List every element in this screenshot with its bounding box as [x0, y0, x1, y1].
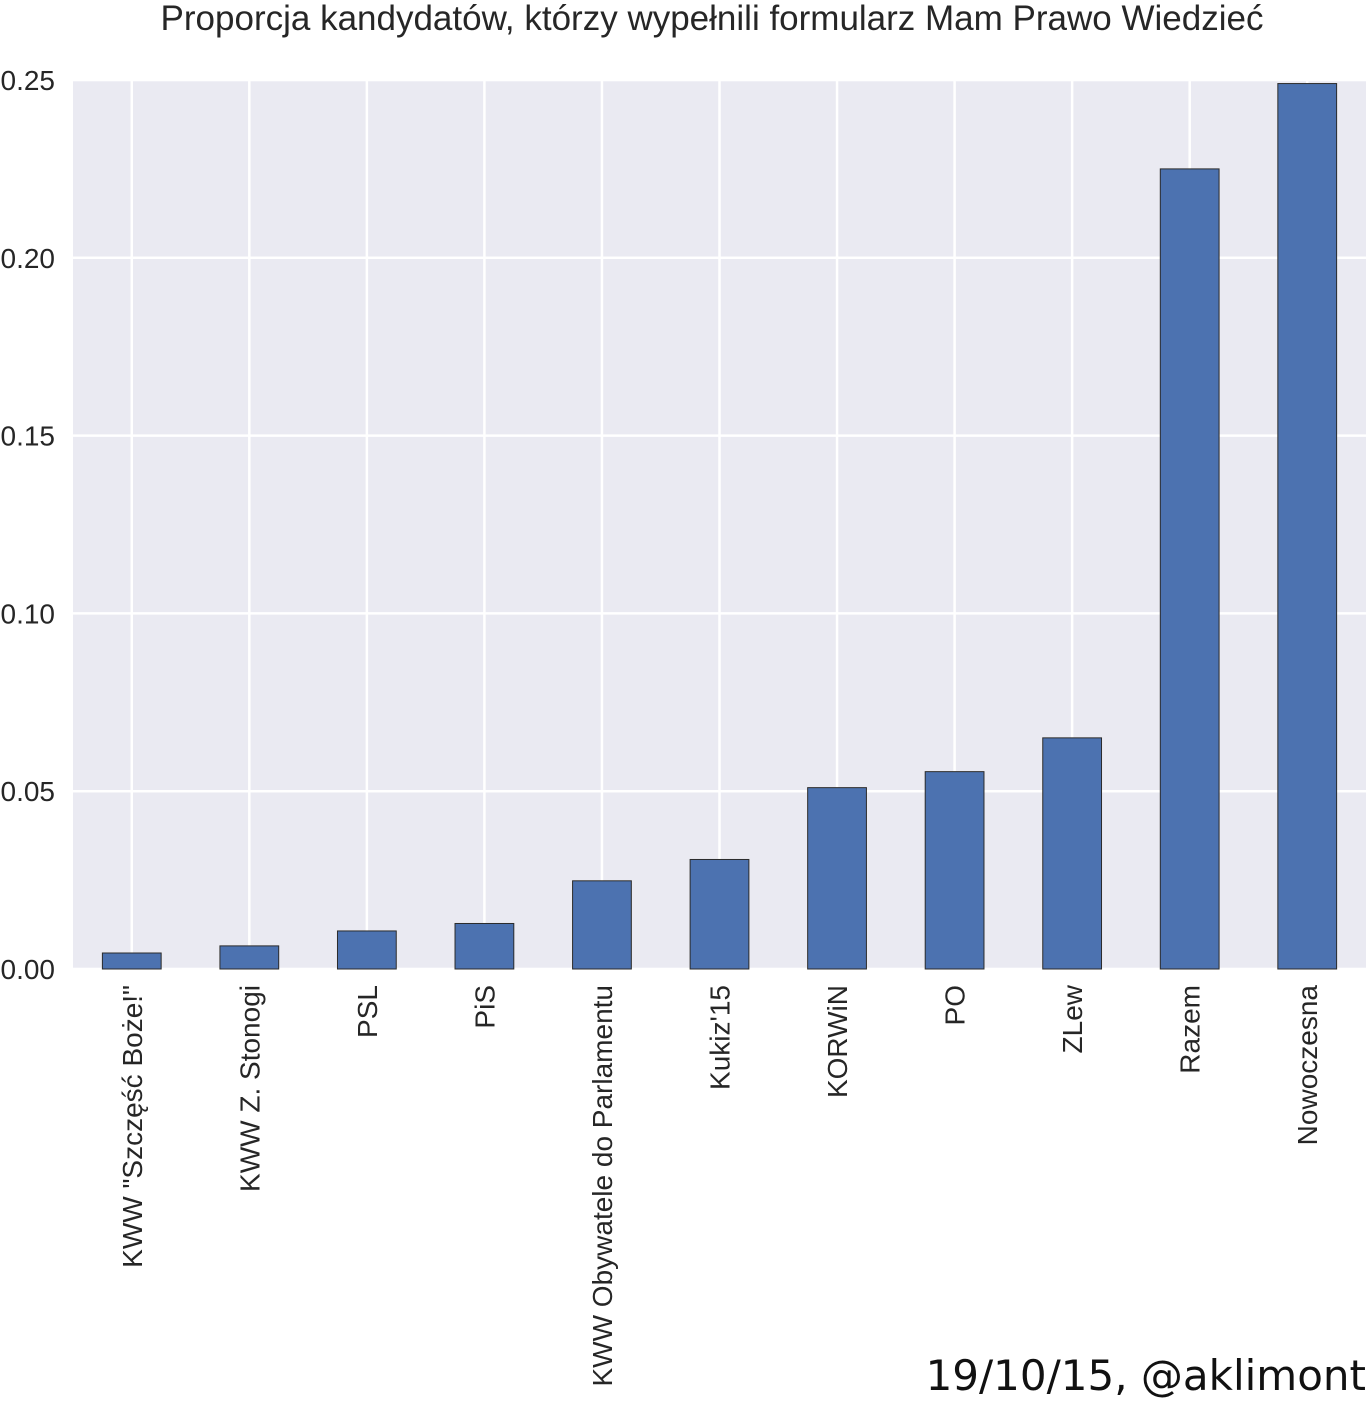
bar-9 [1159, 168, 1220, 970]
bar-2 [336, 930, 397, 970]
x-tick-label: ZLew [1057, 984, 1088, 1053]
bars [101, 83, 1338, 970]
x-axis-ticks: KWW "Szczęść Boże!" KWW Z. Stonogi PSL PiS K… [117, 984, 1323, 1386]
y-tick-label: 0.25 [1, 65, 56, 96]
credit-text: 19/10/15, @aklimont [926, 1351, 1366, 1400]
x-tick-label: KWW "Szczęść Boże!" [117, 985, 148, 1268]
bar-7 [924, 771, 985, 970]
x-tick-label: Razem [1175, 985, 1206, 1074]
y-tick-label: 0.10 [1, 598, 56, 629]
bar-4 [572, 880, 632, 970]
y-tick-label: 0.15 [1, 421, 56, 452]
chart-title: Proporcja kandydatów, którzy wypełnili f… [161, 0, 1264, 38]
y-axis-ticks: 0.00 0.05 0.10 0.15 0.20 0.25 [1, 65, 56, 985]
x-tick-label: Nowoczesna [1292, 985, 1323, 1146]
x-tick-label: PO [940, 985, 971, 1025]
bar-0 [101, 952, 162, 970]
x-tick-label: PSL [352, 985, 383, 1038]
bar-1 [219, 945, 280, 970]
bar-8 [1042, 737, 1103, 970]
x-tick-label: KWW Obywatele do Parlamentu [587, 985, 618, 1387]
x-tick-label: PiS [469, 985, 500, 1029]
bar-10 [1277, 83, 1338, 970]
grid-lines [73, 78, 1366, 971]
x-tick-label: KORWiN [822, 985, 853, 1098]
bar-5 [689, 858, 750, 970]
bar-3 [454, 922, 515, 970]
y-tick-label: 0.00 [1, 954, 56, 985]
x-tick-label: Kukiz'15 [705, 985, 736, 1090]
y-tick-label: 0.20 [1, 243, 56, 274]
x-tick-label: KWW Z. Stonogi [234, 985, 265, 1192]
bar-6 [807, 787, 867, 970]
y-tick-label: 0.05 [1, 776, 56, 807]
